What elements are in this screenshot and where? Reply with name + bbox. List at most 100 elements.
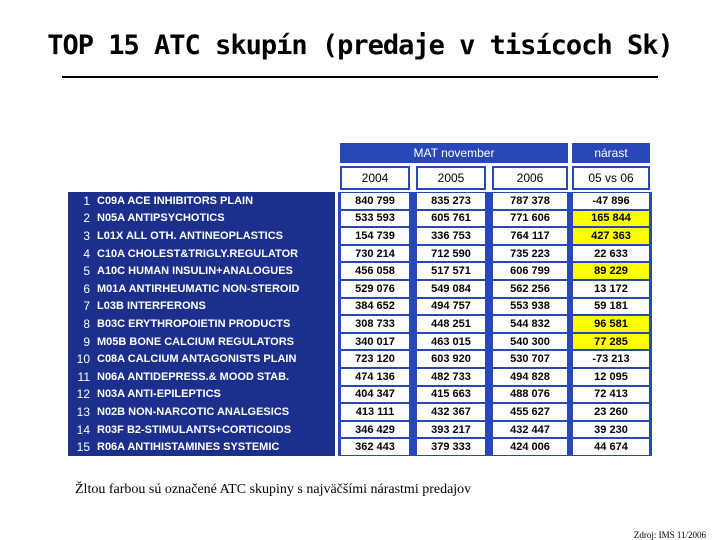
atc-group: M01A ANTIRHEUMATIC NON-STEROID (97, 282, 300, 295)
value-cell: 723 120 (341, 351, 409, 367)
rank: 14 (76, 422, 90, 437)
value-cell: 96 581 (573, 316, 649, 332)
value-cell: 12 095 (573, 369, 649, 385)
value-cell: 494 757 (417, 298, 485, 315)
title-rule (62, 76, 658, 78)
value-cell: 165 844 (573, 210, 649, 227)
value-cell: 603 920 (417, 351, 485, 367)
atc-group: N03A ANTI-EPILEPTICS (97, 388, 221, 401)
value-cell: 474 136 (341, 369, 409, 385)
column-header: 2005 (416, 166, 486, 190)
value-cell: -47 896 (573, 193, 649, 209)
atc-group: M05B BONE CALCIUM REGULATORS (97, 335, 294, 348)
footnote: Žltou farbou sú označené ATC skupiny s n… (75, 482, 472, 497)
value-cell: 346 429 (341, 421, 409, 438)
value-cell: 562 256 (493, 281, 567, 297)
rank: 1 (83, 193, 90, 208)
column-header: 05 vs 06 (572, 166, 650, 190)
rank: 13 (76, 404, 90, 419)
atc-group: C09A ACE INHIBITORS PLAIN (97, 194, 254, 207)
value-cell: -73 213 (573, 351, 649, 367)
value-cell: 482 733 (417, 369, 485, 385)
rank: 5 (83, 264, 90, 279)
value-cell: 44 674 (573, 439, 649, 455)
value-cell: 764 117 (493, 228, 567, 244)
atc-group: R06A ANTIHISTAMINES SYSTEMIC (97, 441, 280, 454)
value-cell: 835 273 (417, 193, 485, 209)
rank: 9 (83, 334, 90, 349)
value-cell: 456 058 (341, 263, 409, 279)
atc-group: L01X ALL OTH. ANTINEOPLASTICS (97, 229, 283, 242)
value-cell: 72 413 (573, 386, 649, 403)
value-cell: 463 015 (417, 333, 485, 350)
value-cell: 22 633 (573, 245, 649, 262)
value-cell: 393 217 (417, 421, 485, 438)
growth-header: nárast (572, 143, 650, 163)
value-cell: 39 230 (573, 421, 649, 438)
rank: 4 (83, 246, 90, 261)
value-cell: 77 285 (573, 333, 649, 350)
value-cell: 23 260 (573, 404, 649, 420)
value-cell: 606 799 (493, 263, 567, 279)
value-cell: 787 378 (493, 193, 567, 209)
title: TOP 15 ATC skupín (predaje v tisícoch Sk… (47, 30, 673, 61)
rank: 10 (76, 352, 90, 367)
value-cell: 771 606 (493, 210, 567, 227)
atc-group: C08A CALCIUM ANTAGONISTS PLAIN (97, 353, 297, 366)
value-cell: 735 223 (493, 245, 567, 262)
value-cell: 336 753 (417, 228, 485, 244)
column-header: 2004 (340, 166, 410, 190)
atc-group: A10C HUMAN INSULIN+ANALOGUES (97, 265, 293, 278)
rank: 15 (76, 440, 90, 455)
value-cell: 540 300 (493, 333, 567, 350)
value-cell: 404 347 (341, 386, 409, 403)
value-cell: 379 333 (417, 439, 485, 455)
value-cell: 362 443 (341, 439, 409, 455)
group-header: MAT november (340, 143, 568, 163)
rank: 2 (83, 211, 90, 226)
value-cell: 455 627 (493, 404, 567, 420)
column-header: 2006 (492, 166, 568, 190)
value-cell: 340 017 (341, 333, 409, 350)
value-cell: 605 761 (417, 210, 485, 227)
value-cell: 529 076 (341, 281, 409, 297)
rank: 7 (83, 299, 90, 314)
rank: 3 (83, 228, 90, 243)
atc-group: C10A CHOLEST&TRIGLY.REGULATOR (97, 247, 299, 260)
value-cell: 432 447 (493, 421, 567, 438)
row-block (68, 192, 335, 456)
value-cell: 517 571 (417, 263, 485, 279)
value-cell: 730 214 (341, 245, 409, 262)
value-cell: 59 181 (573, 298, 649, 315)
value-cell: 549 084 (417, 281, 485, 297)
value-cell: 533 593 (341, 210, 409, 227)
value-cell: 424 006 (493, 439, 567, 455)
value-cell: 840 799 (341, 193, 409, 209)
value-cell: 415 663 (417, 386, 485, 403)
atc-group: N05A ANTIPSYCHOTICS (97, 212, 225, 225)
value-cell: 432 367 (417, 404, 485, 420)
rank: 12 (76, 387, 90, 402)
value-cell: 89 229 (573, 263, 649, 279)
value-cell: 488 076 (493, 386, 567, 403)
value-cell: 427 363 (573, 228, 649, 244)
value-cell: 530 707 (493, 351, 567, 367)
atc-group: R03F B2-STIMULANTS+CORTICOIDS (97, 423, 292, 436)
value-cell: 448 251 (417, 316, 485, 332)
source: Zdroj: IMS 11/2006 (633, 530, 706, 540)
value-cell: 413 111 (341, 404, 409, 420)
rank: 8 (83, 316, 90, 331)
value-cell: 154 739 (341, 228, 409, 244)
value-cell: 712 590 (417, 245, 485, 262)
atc-group: B03C ERYTHROPOIETIN PRODUCTS (97, 317, 291, 330)
atc-group: L03B INTERFERONS (97, 300, 206, 313)
value-cell: 308 733 (341, 316, 409, 332)
atc-group: N06A ANTIDEPRESS.& MOOD STAB. (97, 370, 290, 383)
atc-group: N02B NON-NARCOTIC ANALGESICS (97, 405, 290, 418)
value-cell: 13 172 (573, 281, 649, 297)
value-cell: 494 828 (493, 369, 567, 385)
rank: 6 (83, 281, 90, 296)
rank: 11 (77, 369, 90, 384)
value-cell: 384 652 (341, 298, 409, 315)
value-cell: 544 832 (493, 316, 567, 332)
